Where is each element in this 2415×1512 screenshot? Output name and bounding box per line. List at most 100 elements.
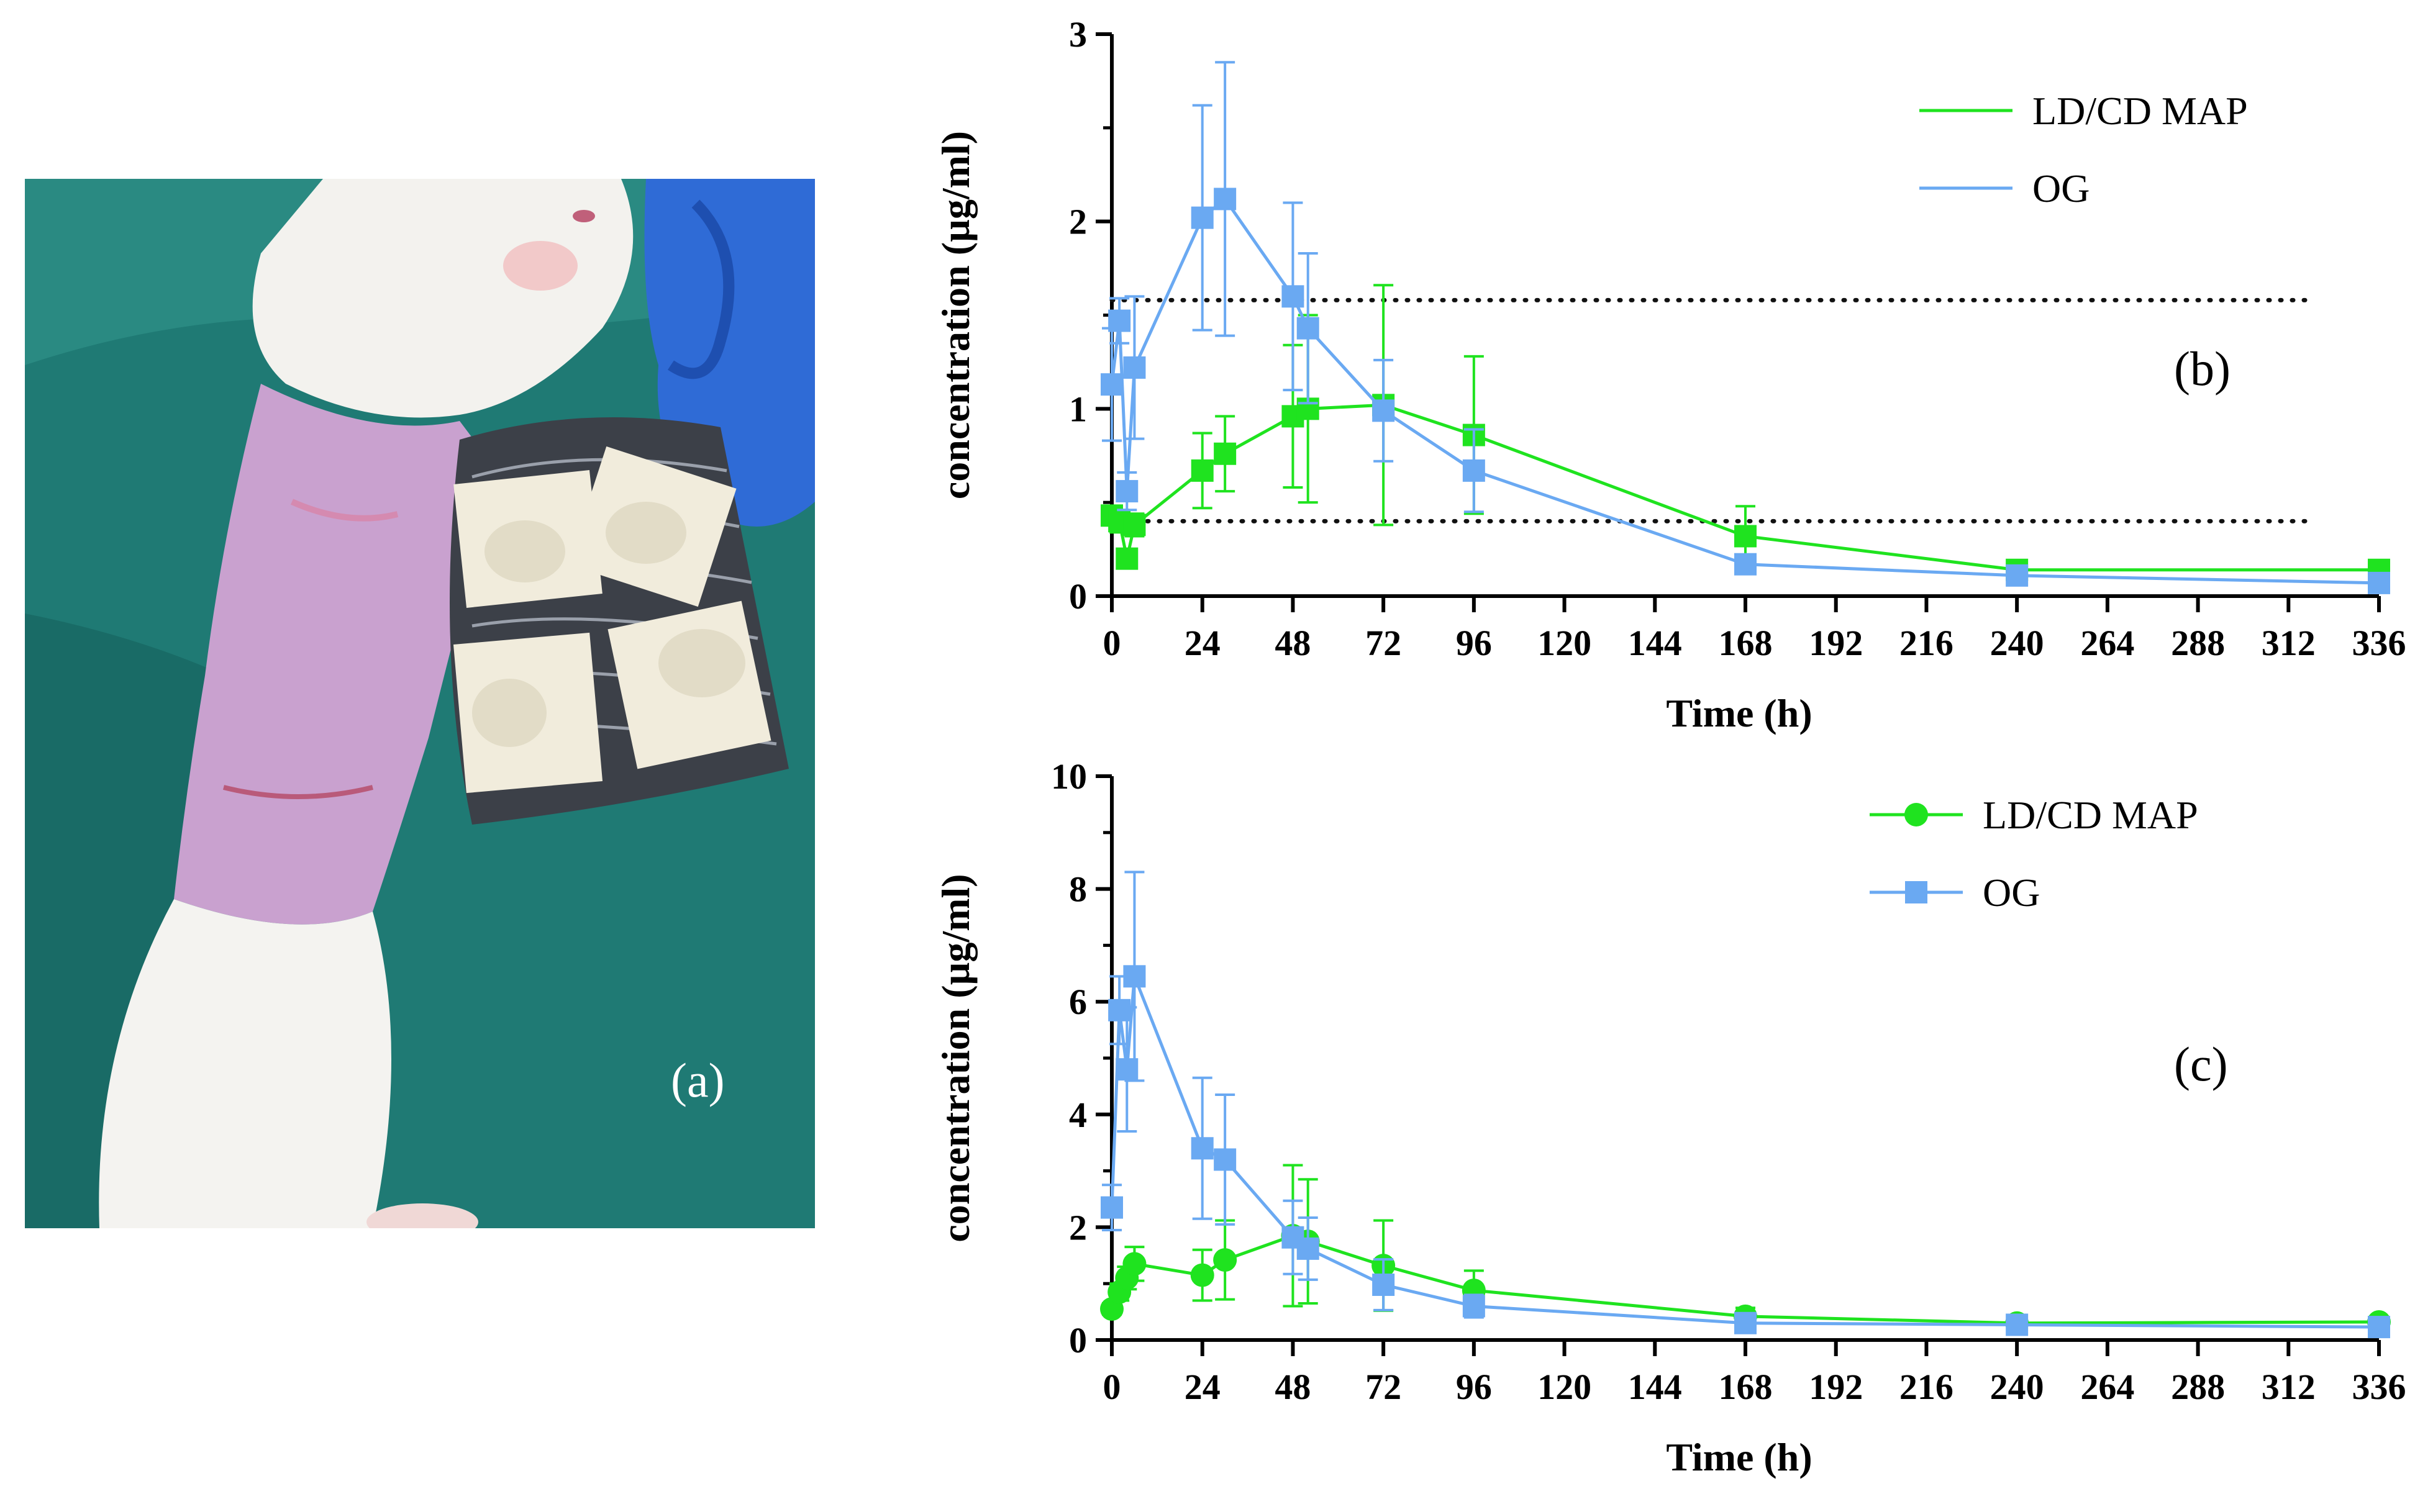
legend-marker xyxy=(1905,881,1927,903)
x-tick-label: 240 xyxy=(1990,1367,2044,1407)
x-tick-label: 240 xyxy=(1990,623,2044,663)
patch xyxy=(607,600,771,769)
x-tick-label: 168 xyxy=(1719,623,1773,663)
data-point xyxy=(1123,356,1146,379)
y-tick-label: 2 xyxy=(1069,202,1087,242)
x-tick-label: 120 xyxy=(1537,623,1591,663)
skin-mark xyxy=(223,785,373,799)
x-tick-label: 72 xyxy=(1365,623,1401,663)
rat-patch-photo: (a) xyxy=(25,179,815,1228)
y-axis-title: concentration (µg/ml) xyxy=(934,131,978,499)
rat-rear-fur xyxy=(99,899,391,1228)
y-tick-label: 0 xyxy=(1069,576,1087,617)
x-axis-title: Time (h) xyxy=(1666,691,1812,735)
x-axis-title: Time (h) xyxy=(1666,1435,1812,1479)
x-tick-label: 216 xyxy=(1899,1367,1953,1407)
patch xyxy=(453,632,603,794)
data-point xyxy=(1116,1058,1139,1081)
data-point xyxy=(1101,1196,1123,1219)
legend-label: OG xyxy=(1983,871,2040,915)
panel-label: (c) xyxy=(2174,1037,2228,1091)
panel-a-label: (a) xyxy=(671,1053,725,1107)
legend-label: OG xyxy=(2032,166,2090,211)
glove-fold xyxy=(668,199,735,379)
patch xyxy=(568,446,737,607)
data-point xyxy=(1734,1311,1757,1334)
x-tick-label: 216 xyxy=(1899,623,1953,663)
data-point xyxy=(2006,1313,2029,1336)
y-tick-label: 0 xyxy=(1069,1320,1087,1360)
data-point xyxy=(1123,965,1146,988)
x-tick-label: 288 xyxy=(2171,1367,2225,1407)
x-tick-label: 96 xyxy=(1456,1367,1492,1407)
x-tick-label: 192 xyxy=(1809,1367,1863,1407)
y-tick-label: 2 xyxy=(1069,1207,1087,1247)
data-point xyxy=(1372,1274,1395,1297)
panel-label: (b) xyxy=(2174,342,2231,396)
x-tick-label: 0 xyxy=(1103,623,1121,663)
data-point xyxy=(1462,1295,1485,1318)
data-point xyxy=(1214,188,1237,211)
series-og xyxy=(1101,871,2390,1339)
data-point xyxy=(1122,1252,1147,1276)
x-tick-label: 336 xyxy=(2352,623,2406,663)
x-tick-label: 288 xyxy=(2171,623,2225,663)
y-tick-label: 1 xyxy=(1069,389,1087,429)
data-point xyxy=(1191,206,1214,229)
data-point xyxy=(2006,564,2029,587)
data-point xyxy=(1462,459,1485,482)
skin-line xyxy=(290,499,399,522)
x-tick-label: 264 xyxy=(2080,623,2134,663)
rat-head xyxy=(252,179,634,418)
y-tick-label: 8 xyxy=(1069,869,1087,910)
rat-eye xyxy=(573,210,595,222)
y-tick-label: 6 xyxy=(1069,982,1087,1022)
y-tick-label: 3 xyxy=(1069,14,1087,55)
data-point xyxy=(1190,1263,1214,1287)
x-tick-label: 48 xyxy=(1275,1367,1311,1407)
data-point xyxy=(2368,1316,2390,1339)
data-point xyxy=(1214,1148,1237,1171)
shaved-skin xyxy=(174,384,497,925)
series-og xyxy=(1101,61,2390,594)
data-point xyxy=(1372,399,1395,422)
x-tick-label: 72 xyxy=(1365,1367,1401,1407)
legend-label: LD/CD MAP xyxy=(1983,793,2198,837)
data-point xyxy=(1101,373,1123,396)
y-tick-label: 10 xyxy=(1051,756,1087,797)
data-point xyxy=(2368,571,2390,594)
rat-foot xyxy=(366,1203,478,1228)
x-tick-label: 336 xyxy=(2352,1367,2406,1407)
x-tick-label: 96 xyxy=(1456,623,1492,663)
legend-label: LD/CD MAP xyxy=(2032,89,2248,133)
x-tick-label: 168 xyxy=(1719,1367,1773,1407)
patch xyxy=(453,470,603,608)
x-tick-label: 312 xyxy=(2262,623,2316,663)
data-point xyxy=(1116,547,1139,570)
x-tick-label: 48 xyxy=(1275,623,1311,663)
data-point xyxy=(1108,309,1131,332)
data-point xyxy=(1191,459,1214,482)
data-point xyxy=(1108,998,1131,1021)
x-tick-label: 144 xyxy=(1628,623,1682,663)
data-point xyxy=(1214,442,1237,465)
x-tick-label: 264 xyxy=(2080,1367,2134,1407)
x-tick-label: 24 xyxy=(1185,1367,1221,1407)
legend-marker xyxy=(1904,803,1928,826)
data-point xyxy=(1123,514,1146,536)
x-tick-label: 312 xyxy=(2262,1367,2316,1407)
x-tick-label: 0 xyxy=(1103,1367,1121,1407)
data-point xyxy=(1116,480,1139,503)
chart-b: 0 1 2 3 0 24 48 72 96 120 144 168 192 216 240 264 288 312… xyxy=(934,14,2406,735)
x-tick-label: 24 xyxy=(1185,623,1221,663)
data-point xyxy=(1296,317,1319,340)
data-point xyxy=(1191,1137,1214,1160)
x-tick-label: 120 xyxy=(1537,1367,1591,1407)
data-point xyxy=(1213,1248,1237,1272)
data-point xyxy=(1281,285,1304,308)
y-axis-title: concentration (µg/ml) xyxy=(934,874,978,1242)
data-point xyxy=(1734,553,1757,576)
data-point xyxy=(1296,1237,1319,1260)
